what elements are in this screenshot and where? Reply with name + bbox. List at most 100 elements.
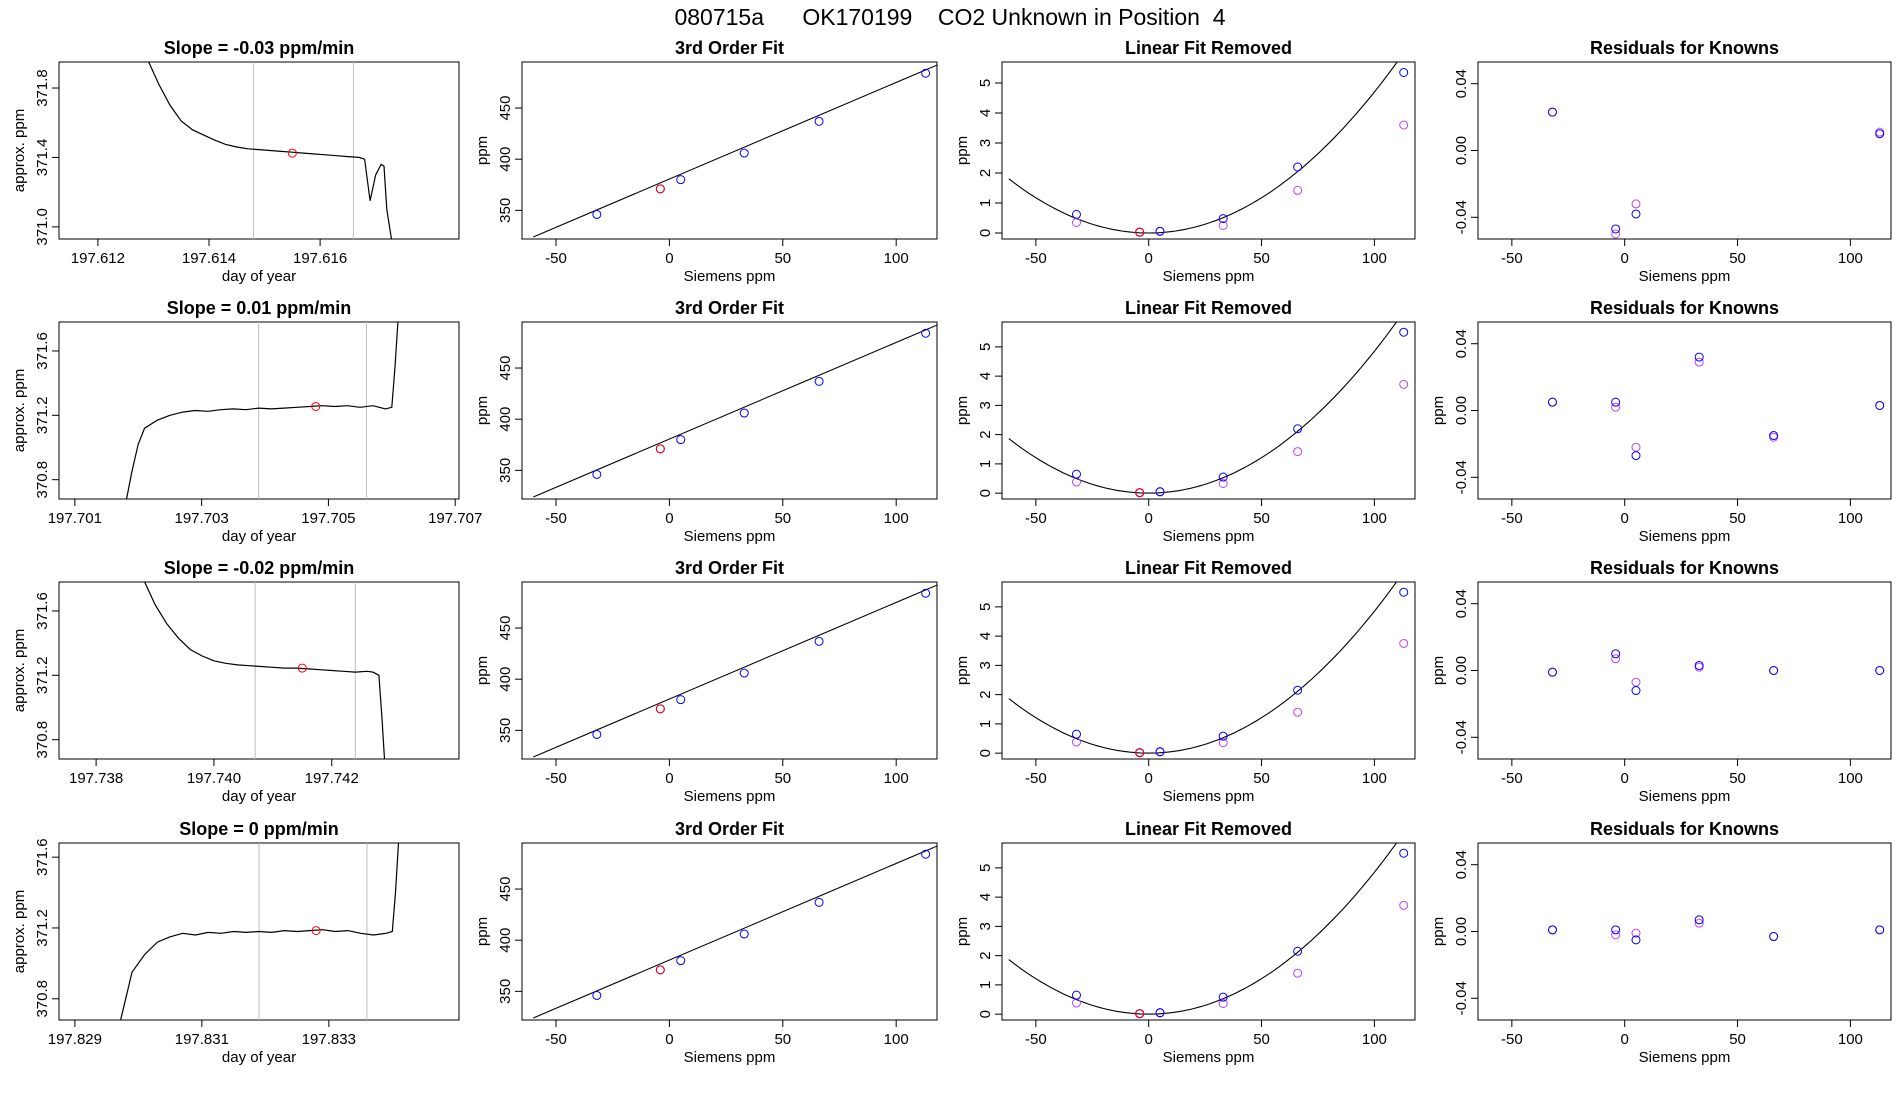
magenta-point [1694,357,1704,367]
y-tick-label: 0 [977,489,994,497]
known-point [1875,925,1885,935]
plot-frame [521,842,938,1021]
known-point [921,328,931,338]
unknown-point [1135,488,1145,498]
y-tick-label: 3 [977,401,994,409]
fit-curve [1008,322,1398,494]
y-tick-label: 350 [497,718,514,743]
known-point [1875,129,1885,139]
x-tick-label: 197.612 [71,250,125,267]
known-point [1631,451,1641,461]
known-point [592,729,602,739]
known-point [1875,666,1885,675]
magenta-point [1399,379,1409,389]
y-tick-label: 371.6 [34,332,51,370]
x-tick-label: 50 [1729,250,1746,267]
known-point [739,148,749,158]
x-axis-label: day of year [222,528,296,545]
known-point [1694,660,1704,670]
magenta-point [1399,638,1409,648]
magenta-point [1218,738,1228,748]
x-tick-label: 0 [665,510,673,527]
x-tick-label: -50 [1501,510,1523,527]
mean-point-marker [311,401,321,411]
x-axis-label: Siemens ppm [1163,528,1255,545]
y-tick-label: 0 [977,749,994,757]
magenta-point [1218,221,1228,230]
x-tick-label: 0 [1145,770,1153,787]
y-tick-label: 370.8 [34,721,51,759]
plot-frame [1001,61,1416,240]
x-axis-label: Siemens ppm [684,528,776,545]
y-tick-label: 0 [977,1010,994,1018]
y-axis-label: approx. ppm [11,109,28,192]
plot-frame [521,321,938,500]
known-point [921,68,931,78]
x-axis-label: Siemens ppm [1639,268,1731,285]
y-axis-label: ppm [954,656,971,685]
known-point [1399,848,1409,858]
fit-curve [1008,582,1398,754]
fit-curve [1008,62,1398,234]
panel-r2c3: Residuals for Knowns -50 0 50 100 -0.04 0.00 0.… [1430,558,1892,805]
x-axis-label: day of year [222,788,296,805]
y-axis-label: ppm [1430,656,1447,685]
x-tick-label: -50 [1501,250,1523,267]
y-tick-label: 0.04 [1453,329,1470,358]
known-point [1694,352,1704,362]
page-title: 080715a OK170199 CO2 Unknown in Position… [674,4,1226,30]
y-tick-label: 3 [977,661,994,669]
x-tick-label: 50 [774,770,791,787]
plot-data [1547,649,1885,696]
y-tick-label: 1 [977,460,994,468]
panel-r1c0: Slope = 0.01 ppm/min 197.701 197.703 197.70… [11,298,482,545]
x-axis-label: Siemens ppm [1163,268,1255,285]
known-point [814,897,824,907]
y-tick-label: 450 [497,877,514,902]
panel-r3c0: Slope = 0 ppm/min 197.829 197.831 197.833 37… [11,819,460,1066]
x-tick-label: 100 [1362,1031,1387,1048]
y-axis-label: ppm [1430,396,1447,425]
y-axis-label: ppm [954,136,971,165]
x-axis-label: Siemens ppm [1639,1049,1731,1066]
plot-data [533,845,937,1019]
known-point [1218,731,1228,741]
y-tick-label: 5 [977,343,994,351]
panel-title: Linear Fit Removed [1125,819,1292,839]
x-tick-label: -50 [1025,250,1047,267]
y-tick-label: 371.4 [34,139,51,177]
x-tick-label: 100 [1838,510,1863,527]
y-tick-label: 2 [977,430,994,438]
magenta-point [1293,707,1303,717]
x-tick-label: 50 [1729,1031,1746,1048]
panel-title: Linear Fit Removed [1125,298,1292,318]
plot-data [1547,107,1885,239]
panel-r0c3: Residuals for Knowns -50 0 50 100 -0.04 0.00 0.… [1453,38,1892,285]
plot-data [1008,843,1409,1019]
magenta-point [1399,900,1409,910]
x-axis-label: Siemens ppm [684,788,776,805]
known-point [739,668,749,678]
x-tick-label: 100 [1362,250,1387,267]
y-tick-label: 2 [977,951,994,959]
x-tick-label: 100 [1362,770,1387,787]
plot-frame [1001,581,1416,760]
y-tick-label: 1 [977,981,994,989]
x-tick-label: 50 [1253,1031,1270,1048]
y-tick-label: 0.00 [1453,656,1470,685]
y-tick-label: 400 [497,407,514,432]
unknown-point [655,965,665,975]
x-axis-label: day of year [222,268,296,285]
known-point [1547,925,1557,935]
panel-title: 3rd Order Fit [675,38,784,58]
x-tick-label: -50 [545,250,567,267]
y-tick-label: 3 [977,922,994,930]
x-tick-label: 197.705 [301,510,355,527]
y-tick-label: 4 [977,372,994,380]
concentration-trace [148,62,393,239]
y-tick-label: 450 [497,356,514,381]
magenta-point [1218,478,1228,488]
plot-frame [1477,842,1892,1021]
known-point [1293,424,1303,434]
known-point [1218,472,1228,482]
